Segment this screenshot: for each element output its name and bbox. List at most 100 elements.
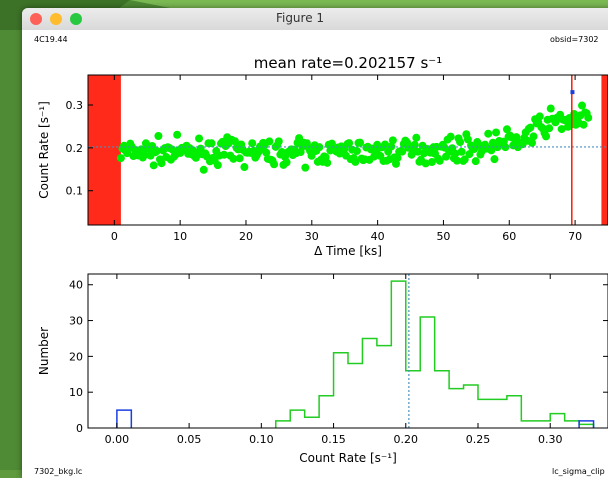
data-point — [381, 140, 390, 149]
data-point — [527, 138, 536, 147]
data-point — [173, 130, 182, 139]
figure-canvas: 0 10 20 30 40 50 60 70 0.1 0.2 0.3 mean rate=0.202… — [22, 30, 608, 478]
data-point — [427, 157, 436, 166]
x-tick-label: 0.20 — [394, 433, 419, 446]
x-tick-label: 0.00 — [105, 433, 130, 446]
x-tick-label: 0 — [111, 230, 118, 243]
data-point — [152, 147, 161, 156]
data-point — [512, 133, 521, 142]
lightcurve-x-label: Δ Time [ks] — [314, 244, 382, 258]
y-tick-label: 30 — [69, 315, 83, 328]
data-point — [154, 132, 163, 141]
data-point — [535, 112, 544, 121]
data-point — [157, 159, 166, 168]
data-point — [578, 101, 587, 110]
data-point — [413, 147, 422, 156]
histogram-series — [578, 420, 595, 428]
data-point — [457, 147, 466, 156]
sigma-clip-label: lc_sigma_clip — [552, 467, 605, 476]
data-point — [213, 161, 222, 170]
y-tick-label: 0.2 — [66, 142, 84, 155]
y-tick-label: 20 — [69, 350, 83, 363]
zoom-button[interactable] — [70, 13, 82, 25]
data-point — [393, 153, 402, 162]
data-point — [412, 133, 421, 142]
bkg-file-label: 7302_bkg.lc — [34, 467, 82, 476]
data-point — [231, 137, 240, 146]
x-tick-label: 70 — [568, 230, 582, 243]
data-point — [262, 148, 271, 157]
x-tick-label: 0.30 — [538, 433, 563, 446]
data-point — [199, 165, 208, 174]
x-tick-label: 20 — [239, 230, 253, 243]
data-point — [207, 139, 216, 148]
lightcurve-panel: 0 10 20 30 40 50 60 70 0.1 0.2 0.3 mean rate=0.202… — [37, 54, 608, 258]
data-point — [542, 132, 551, 141]
data-point — [265, 137, 274, 146]
close-button[interactable] — [30, 13, 42, 25]
lightcurve-axes — [87, 74, 608, 226]
data-point — [452, 156, 461, 165]
data-point — [352, 146, 361, 155]
excluded-region — [601, 75, 608, 225]
data-point — [529, 132, 538, 141]
data-point — [195, 134, 204, 143]
data-point — [490, 155, 499, 164]
data-point — [410, 140, 419, 149]
data-point — [140, 151, 149, 160]
y-tick-label: 0.3 — [66, 99, 84, 112]
histogram-panel: 0.00 0.05 0.10 0.15 0.20 0.25 0.30 0 10 20 30 40 Co… — [37, 273, 608, 465]
minimize-button[interactable] — [50, 13, 62, 25]
data-point — [435, 156, 444, 165]
data-point — [545, 124, 554, 133]
data-point — [421, 159, 430, 168]
data-point — [149, 161, 158, 170]
data-point — [388, 136, 397, 145]
x-tick-label: 30 — [305, 230, 319, 243]
x-tick-label: 50 — [436, 230, 450, 243]
excluded-region — [88, 75, 121, 225]
data-point — [557, 125, 566, 134]
data-point — [229, 154, 238, 163]
data-point — [315, 143, 324, 152]
y-tick-label: 10 — [69, 386, 83, 399]
figure-plot: 0 10 20 30 40 50 60 70 0.1 0.2 0.3 mean rate=0.202… — [34, 35, 608, 476]
data-point — [220, 150, 229, 159]
data-point — [492, 128, 501, 137]
data-point — [282, 158, 291, 167]
data-point — [387, 142, 396, 151]
data-point — [351, 157, 360, 166]
data-point — [526, 123, 535, 132]
y-tick-label: 0 — [76, 422, 83, 435]
data-point — [148, 141, 157, 150]
y-tick-label: 40 — [69, 279, 83, 292]
histogram-y-label: Number — [37, 327, 51, 375]
title-bar[interactable]: Figure 1 — [22, 8, 608, 31]
chart-title: mean rate=0.202157 s⁻¹ — [254, 54, 442, 72]
x-tick-label: 40 — [371, 230, 385, 243]
data-point — [446, 132, 455, 141]
data-point — [240, 163, 249, 172]
data-point — [579, 120, 588, 129]
data-point — [584, 113, 593, 122]
data-point — [116, 154, 125, 163]
y-tick-label: 0.1 — [66, 185, 84, 198]
data-point — [274, 137, 283, 146]
histogram-series — [116, 409, 133, 428]
data-point — [345, 139, 354, 148]
data-point — [546, 104, 555, 113]
flagged-point — [570, 90, 575, 95]
x-tick-label: 0.10 — [249, 433, 274, 446]
data-point — [248, 139, 257, 148]
data-point — [463, 135, 472, 144]
data-point — [323, 158, 332, 167]
data-point — [301, 163, 310, 172]
data-point — [502, 125, 511, 134]
data-point — [235, 154, 244, 163]
data-point — [456, 138, 465, 147]
data-point — [356, 138, 365, 147]
x-tick-label: 0.25 — [466, 433, 491, 446]
x-tick-label: 10 — [173, 230, 187, 243]
x-tick-label: 60 — [502, 230, 516, 243]
histogram-x-label: Count Rate [s⁻¹] — [299, 451, 397, 465]
